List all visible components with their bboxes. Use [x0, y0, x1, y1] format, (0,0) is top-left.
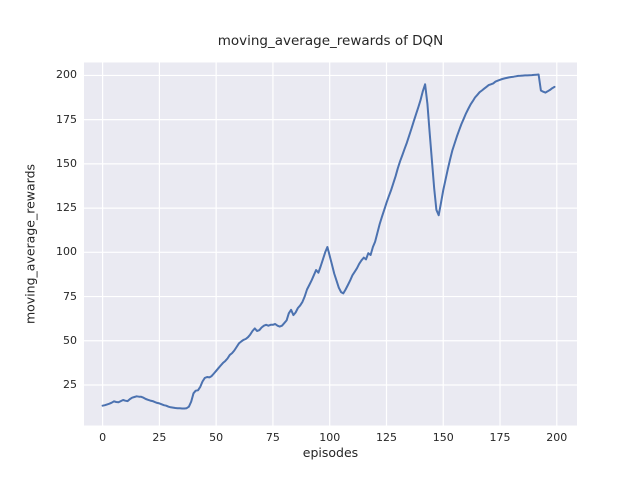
plot-area — [84, 62, 577, 426]
y-tick-label: 150 — [56, 156, 77, 170]
x-tick-label: 25 — [152, 431, 167, 444]
y-axis-label: moving_average_rewards — [22, 163, 38, 325]
data-line-series — [101, 73, 556, 410]
y-tick-label: 200 — [56, 68, 77, 82]
y-tick-label: 50 — [63, 333, 77, 347]
x-tick-label: 200 — [546, 431, 568, 444]
x-axis-label: episodes — [302, 445, 359, 460]
x-tick-label: 0 — [99, 431, 107, 444]
y-tick-label: 25 — [63, 377, 77, 391]
x-tick-label: 75 — [265, 431, 280, 444]
x-tick-label: 150 — [432, 431, 454, 444]
x-tick-label: 125 — [375, 431, 397, 444]
x-tick-label: 50 — [209, 431, 224, 444]
x-tick-label: 100 — [319, 431, 341, 444]
x-tick-label: 175 — [489, 431, 511, 444]
y-tick-label: 125 — [56, 201, 77, 215]
y-tick-label: 100 — [56, 245, 77, 259]
chart-title: moving_average_rewards of DQN — [217, 33, 444, 49]
y-tick-label: 75 — [63, 289, 77, 303]
y-tick-label: 175 — [56, 112, 77, 126]
